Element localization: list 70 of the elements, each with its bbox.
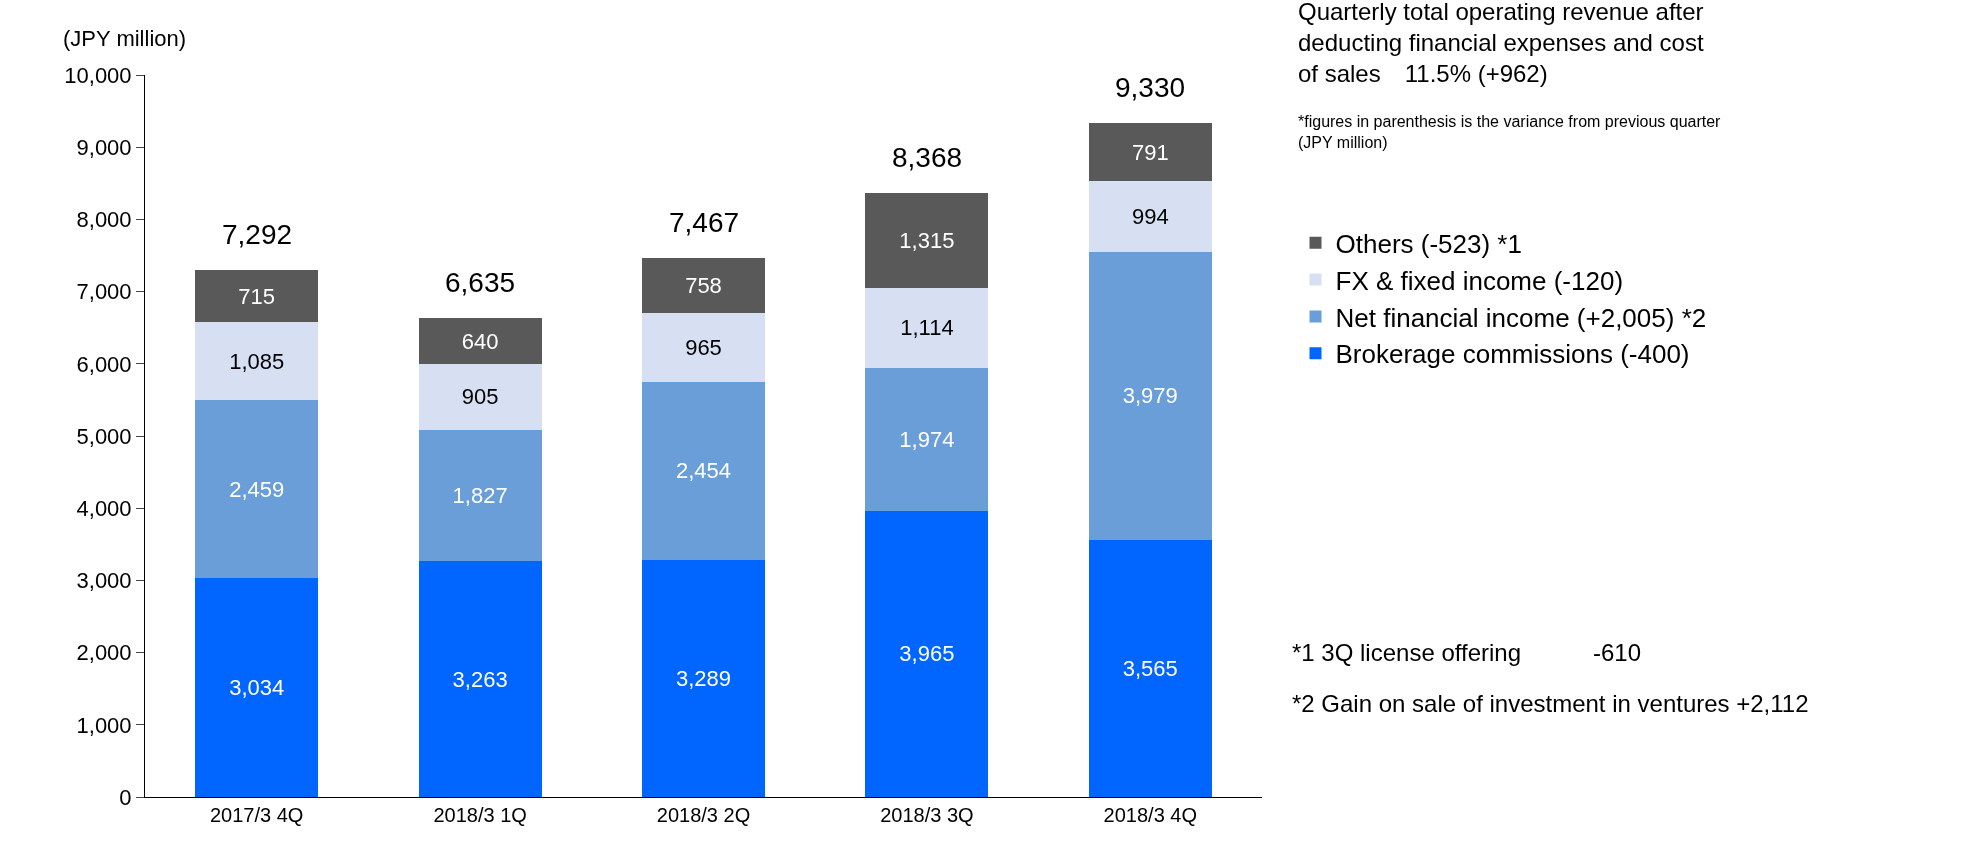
y-tick-label: 10,000 [64, 62, 132, 88]
text: *2 Gain on sale of investment in ventures +2,112 [1292, 690, 1809, 717]
data-label: 3,565 [1122, 655, 1178, 681]
bar [865, 287, 989, 369]
bar [418, 364, 542, 430]
data-label: 2,459 [229, 476, 285, 502]
data-label: 1,827 [452, 482, 508, 508]
legend-label: Brokerage commissions (-400) [1335, 339, 1690, 370]
bar [1088, 180, 1212, 253]
bar [865, 192, 989, 288]
data-label: 3,965 [899, 641, 955, 667]
legend-label: Others (-523) *1 [1335, 228, 1522, 259]
x-tick-label: 2018/3 3Q [880, 804, 974, 826]
bar [195, 577, 319, 797]
bar [642, 382, 765, 560]
data-label: 994 [1131, 203, 1169, 229]
text: *1 3Q license offering -610 [1292, 639, 1642, 666]
total-label: 7,467 [669, 207, 740, 238]
y-tick-label: 4,000 [76, 495, 132, 521]
bar [642, 312, 765, 383]
bar [865, 368, 989, 511]
total-label: 9,330 [1115, 72, 1186, 103]
text: *figures in parenthesis is the variance from previous quarter (JPY million) [1298, 113, 1722, 151]
bar [1088, 539, 1212, 797]
y-tick-label: 2,000 [76, 640, 132, 666]
data-label: 2,454 [675, 458, 732, 484]
y-tick-label: 7,000 [76, 279, 132, 305]
bar [418, 317, 542, 365]
bar [418, 429, 542, 562]
y-tick-label: 9,000 [76, 134, 132, 160]
bar [195, 322, 319, 401]
y-tick-label: 0 [119, 784, 132, 810]
bar [195, 270, 319, 323]
bar [1088, 123, 1212, 181]
data-label: 1,315 [899, 227, 955, 253]
x-tick-label: 2018/3 4Q [1103, 804, 1198, 826]
y-axis-title: (JPY million) [63, 26, 187, 51]
legend-label: FX & fixed income (-120) [1335, 265, 1624, 296]
data-label: 905 [461, 384, 499, 410]
legend-label: Net financial income (+2,005) *2 [1335, 302, 1707, 333]
x-tick-label: 2017/3 4Q [209, 804, 304, 826]
total-label: 6,635 [445, 267, 516, 298]
bar [865, 510, 989, 797]
data-label: 3,263 [452, 666, 508, 692]
data-label: 791 [1131, 139, 1169, 165]
y-tick-label: 3,000 [76, 568, 132, 594]
data-label: 1,974 [899, 426, 955, 452]
data-label: 1,114 [900, 315, 954, 341]
total-label: 7,292 [222, 219, 293, 250]
data-label: 3,034 [229, 674, 285, 700]
text: Quarterly total operating revenue after deducting financial expenses and cost of sales 11.5% (+962) [1298, 0, 1704, 88]
y-tick-label: 5,000 [76, 423, 132, 449]
bar [642, 559, 765, 797]
y-tick-label: 1,000 [76, 712, 132, 738]
data-label: 3,289 [675, 665, 732, 691]
total-label: 8,368 [892, 142, 963, 173]
x-tick-label: 2018/3 2Q [656, 804, 751, 826]
data-label: 715 [238, 283, 276, 309]
data-label: 1,085 [229, 348, 285, 374]
bar [642, 257, 765, 313]
y-tick-label: 6,000 [76, 351, 132, 377]
x-tick-label: 2018/3 1Q [433, 804, 527, 826]
y-tick-label: 8,000 [76, 207, 132, 233]
data-label: 965 [685, 335, 722, 361]
bar [418, 561, 542, 797]
data-label: 640 [461, 328, 499, 354]
bar [195, 400, 319, 578]
bar [1088, 252, 1212, 540]
data-label: 758 [685, 272, 722, 298]
data-label: 3,979 [1122, 383, 1178, 409]
